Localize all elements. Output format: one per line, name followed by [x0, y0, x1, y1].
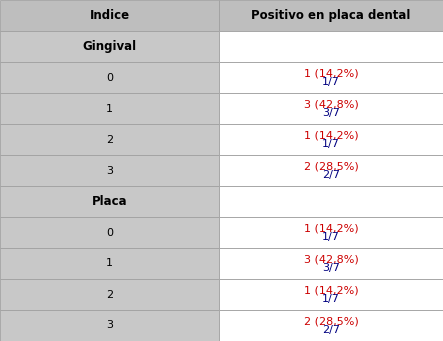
Text: 1 (14,2%): 1 (14,2%)	[304, 130, 358, 140]
Bar	[219, 155, 443, 186]
Bar	[0, 155, 219, 186]
Bar	[0, 217, 219, 248]
Bar	[0, 186, 219, 217]
Bar	[219, 310, 443, 341]
Bar	[219, 0, 443, 31]
Text: 1/7: 1/7	[322, 232, 340, 242]
Text: 3: 3	[106, 165, 113, 176]
Bar	[219, 248, 443, 279]
Text: 1 (14,2%): 1 (14,2%)	[304, 285, 358, 295]
Bar	[219, 217, 443, 248]
Bar	[219, 124, 443, 155]
Text: 2: 2	[106, 290, 113, 299]
Bar	[219, 93, 443, 124]
Text: 2: 2	[106, 134, 113, 145]
Text: 1: 1	[106, 258, 113, 268]
Text: Gingival: Gingival	[82, 40, 137, 53]
Bar	[0, 279, 219, 310]
Bar	[219, 186, 443, 217]
Bar	[219, 62, 443, 93]
Text: 2/7: 2/7	[322, 325, 340, 335]
Text: 3/7: 3/7	[322, 108, 340, 118]
Bar	[0, 124, 219, 155]
Bar	[219, 31, 443, 62]
Text: 3: 3	[106, 321, 113, 330]
Text: 3/7: 3/7	[322, 263, 340, 273]
Bar	[0, 62, 219, 93]
Bar	[0, 31, 219, 62]
Text: 2 (28,5%): 2 (28,5%)	[304, 316, 358, 326]
Bar	[0, 248, 219, 279]
Text: 0: 0	[106, 227, 113, 237]
Text: 3 (42,8%): 3 (42,8%)	[304, 99, 358, 109]
Text: 1: 1	[106, 104, 113, 114]
Text: 3 (42,8%): 3 (42,8%)	[304, 254, 358, 264]
Bar	[219, 279, 443, 310]
Bar	[0, 0, 219, 31]
Text: 2 (28,5%): 2 (28,5%)	[304, 161, 358, 171]
Text: 1/7: 1/7	[322, 139, 340, 149]
Text: 1 (14,2%): 1 (14,2%)	[304, 68, 358, 78]
Text: 1 (14,2%): 1 (14,2%)	[304, 223, 358, 233]
Text: 1/7: 1/7	[322, 294, 340, 304]
Text: 1/7: 1/7	[322, 77, 340, 87]
Text: Positivo en placa dental: Positivo en placa dental	[252, 9, 411, 22]
Bar	[0, 310, 219, 341]
Text: Placa: Placa	[92, 195, 128, 208]
Text: 0: 0	[106, 73, 113, 83]
Bar	[0, 93, 219, 124]
Text: 2/7: 2/7	[322, 170, 340, 180]
Text: Indice: Indice	[89, 9, 130, 22]
